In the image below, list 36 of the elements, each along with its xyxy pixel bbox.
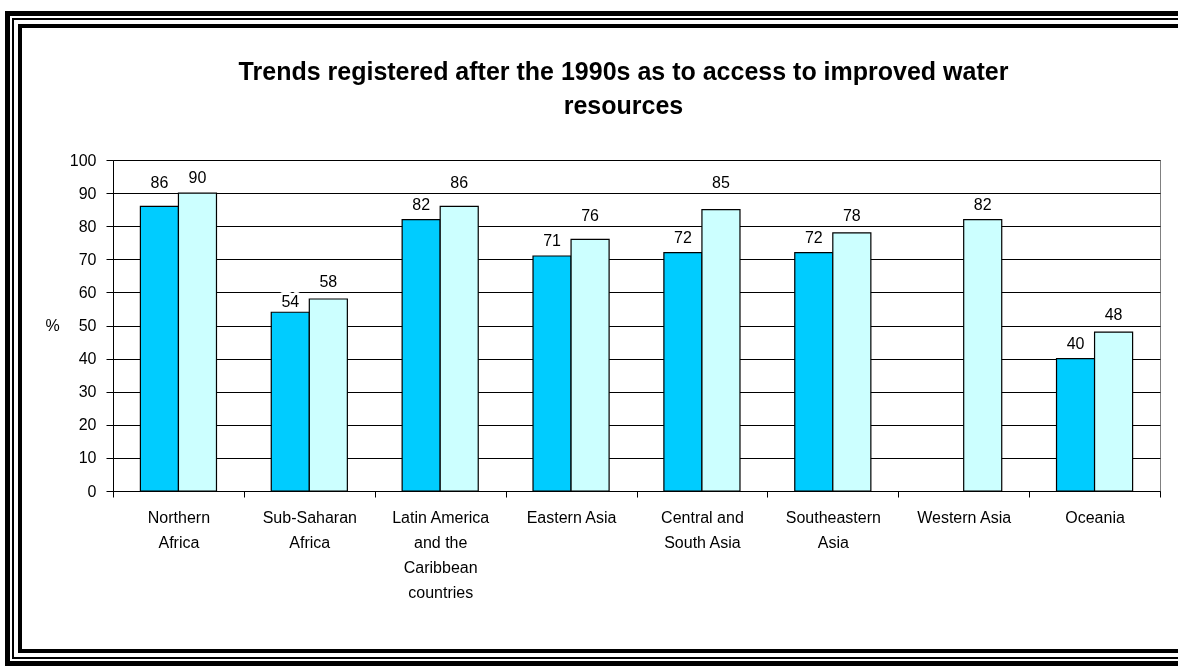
x-tick-label: Central and South Asia <box>661 508 744 551</box>
x-tick-label: Sub-Saharan Africa <box>262 508 357 551</box>
data-label: 78 <box>842 206 861 224</box>
y-axis-title: % <box>45 317 60 334</box>
data-label: 76 <box>581 207 600 225</box>
y-tick-label: 20 <box>78 416 97 434</box>
y-tick-label: 50 <box>78 317 97 334</box>
y-tick-label: 90 <box>78 184 97 202</box>
x-tick-label: Northern Africa <box>147 508 211 551</box>
data-label: 90 <box>188 169 207 187</box>
y-tick-label: 30 <box>78 383 97 401</box>
x-tick-label: Oceania <box>1065 508 1125 526</box>
data-label: 48 <box>1104 306 1123 324</box>
y-tick-label: 80 <box>78 217 97 235</box>
data-label: 72 <box>674 228 692 246</box>
x-tick-label: Western Asia <box>917 508 1012 526</box>
y-tick-label: 70 <box>78 250 97 268</box>
data-label: 82 <box>973 195 992 213</box>
data-label: 72 <box>804 228 823 246</box>
data-label: 58 <box>319 273 338 291</box>
data-label: 54 <box>281 293 300 311</box>
chart-title: Trends registered after the 1990s as to access to improved water resources <box>238 57 1009 119</box>
data-label: 86 <box>150 174 169 192</box>
y-tick-label: 60 <box>78 283 97 301</box>
data-label: 71 <box>543 231 562 249</box>
y-tick-label: 10 <box>78 449 97 467</box>
y-tick-label: 100 <box>69 151 97 169</box>
y-tick-label: 40 <box>78 350 97 368</box>
data-label: 82 <box>412 195 431 213</box>
x-tick-label: Southeastern Asia <box>785 508 881 551</box>
y-tick-label: 0 <box>87 482 97 500</box>
x-tick-label: Latin America and the Caribbean countries <box>392 508 490 601</box>
data-label: 86 <box>450 174 469 192</box>
data-label: 85 <box>712 173 730 191</box>
data-label: 40 <box>1066 334 1085 352</box>
x-tick-label: Eastern Asia <box>526 508 617 526</box>
